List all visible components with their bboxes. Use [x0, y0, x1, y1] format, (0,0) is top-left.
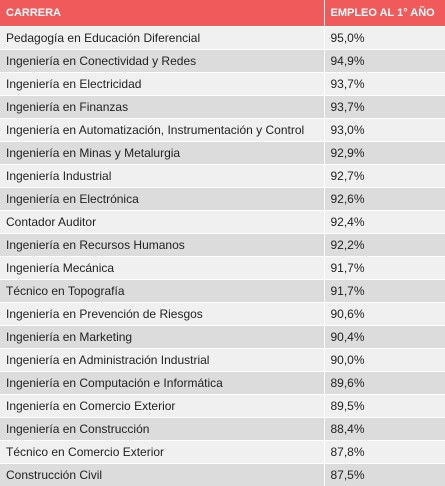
employment-rate-cell: 89,5% [324, 393, 445, 417]
table-row: Ingeniería Industrial 92,7% [0, 163, 445, 187]
employment-rate-cell: 95,0% [324, 25, 445, 49]
table-row: Ingeniería en Construcción 88,4% [0, 416, 445, 440]
table-row: Ingeniería Mecánica 91,7% [0, 255, 445, 279]
table-row: Ingeniería en Electrónica 92,6% [0, 186, 445, 210]
career-cell: Ingeniería en Finanzas [0, 94, 325, 118]
table-row: Ingeniería en Marketing 90,4% [0, 324, 445, 348]
career-cell: Ingeniería en Minas y Metalurgia [0, 140, 325, 164]
career-cell: Ingeniería en Conectividad y Redes [0, 48, 325, 72]
table-row: Ingeniería en Prevención de Riesgos 90,6… [0, 301, 445, 325]
employment-rate-cell: 91,7% [324, 255, 445, 279]
employment-rate-cell: 90,0% [324, 347, 445, 371]
table-row: Construcción Civil 87,5% [0, 462, 445, 486]
employment-rate-cell: 88,4% [324, 416, 445, 440]
career-cell: Ingeniería en Construcción [0, 416, 325, 440]
employment-rate-cell: 87,8% [324, 439, 445, 463]
table-row: Ingeniería en Automatización, Instrument… [0, 117, 445, 141]
table-row: Ingeniería en Comercio Exterior 89,5% [0, 393, 445, 417]
table-row: Técnico en Comercio Exterior 87,8% [0, 439, 445, 463]
career-cell: Ingeniería en Administración Industrial [0, 347, 325, 371]
career-cell: Ingeniería en Prevención de Riesgos [0, 301, 325, 325]
table-row: Ingeniería en Finanzas 93,7% [0, 94, 445, 118]
table-row: Ingeniería en Electricidad 93,7% [0, 71, 445, 95]
column-header-career: CARRERA [0, 0, 325, 26]
employment-rate-cell: 93,0% [324, 117, 445, 141]
career-cell: Ingeniería en Recursos Humanos [0, 232, 325, 256]
career-cell: Construcción Civil [0, 462, 325, 486]
career-cell: Ingeniería en Automatización, Instrument… [0, 117, 325, 141]
employment-rate-cell: 92,9% [324, 140, 445, 164]
career-cell: Técnico en Topografía [0, 278, 325, 302]
career-cell: Ingeniería en Electricidad [0, 71, 325, 95]
table-row: Contador Auditor 92,4% [0, 209, 445, 233]
career-cell: Contador Auditor [0, 209, 325, 233]
career-cell: Ingeniería Mecánica [0, 255, 325, 279]
employment-rate-cell: 92,6% [324, 186, 445, 210]
column-header-employment: EMPLEO AL 1° AÑO [324, 0, 445, 26]
employment-rate-cell: 92,7% [324, 163, 445, 187]
table-row: Ingeniería en Administración Industrial … [0, 347, 445, 371]
career-cell: Ingeniería en Comercio Exterior [0, 393, 325, 417]
employment-rate-cell: 92,2% [324, 232, 445, 256]
employment-rate-cell: 89,6% [324, 370, 445, 394]
table-row: Ingeniería en Minas y Metalurgia 92,9% [0, 140, 445, 164]
employment-rate-cell: 87,5% [324, 462, 445, 486]
employment-rate-cell: 91,7% [324, 278, 445, 302]
table-row: Ingeniería en Recursos Humanos 92,2% [0, 232, 445, 256]
career-cell: Ingeniería en Electrónica [0, 186, 325, 210]
employment-rate-cell: 93,7% [324, 71, 445, 95]
employment-rate-cell: 94,9% [324, 48, 445, 72]
career-cell: Pedagogía en Educación Diferencial [0, 25, 325, 49]
employment-rate-cell: 90,4% [324, 324, 445, 348]
employment-rate-cell: 92,4% [324, 209, 445, 233]
career-cell: Ingeniería Industrial [0, 163, 325, 187]
employment-rate-cell: 93,7% [324, 94, 445, 118]
header-row: CARRERA EMPLEO AL 1° AÑO [0, 0, 445, 26]
career-cell: Técnico en Comercio Exterior [0, 439, 325, 463]
career-cell: Ingeniería en Computación e Informática [0, 370, 325, 394]
table-row: Ingeniería en Conectividad y Redes 94,9% [0, 48, 445, 72]
table-row: Ingeniería en Computación e Informática … [0, 370, 445, 394]
employment-rate-cell: 90,6% [324, 301, 445, 325]
table-row: Pedagogía en Educación Diferencial 95,0% [0, 25, 445, 49]
table-row: Técnico en Topografía 91,7% [0, 278, 445, 302]
career-cell: Ingeniería en Marketing [0, 324, 325, 348]
